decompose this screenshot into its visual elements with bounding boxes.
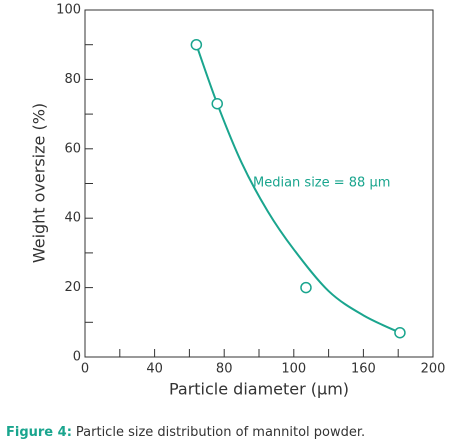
y-tick-label: 0 xyxy=(73,350,81,365)
x-tick-label: 80 xyxy=(216,362,233,377)
y-tick-label: 80 xyxy=(64,72,81,87)
x-tick-label: 0 xyxy=(81,362,89,377)
x-tick-label: 160 xyxy=(351,362,376,377)
caption-label: Figure 4: xyxy=(6,425,72,440)
y-tick-label: 100 xyxy=(56,3,81,18)
data-point xyxy=(300,281,312,294)
x-tick-label: 200 xyxy=(421,362,446,377)
caption: Figure 4: Particle size distribution of m… xyxy=(6,425,365,440)
y-axis-label: Weight oversize (%) xyxy=(30,103,49,263)
data-point xyxy=(394,326,406,339)
x-axis-label: Particle diameter (µm) xyxy=(169,380,349,399)
caption-text: Particle size distribution of mannitol p… xyxy=(76,425,365,440)
y-tick-label: 40 xyxy=(64,211,81,226)
data-point xyxy=(190,38,203,51)
data-point xyxy=(211,97,223,110)
x-tick-label: 100 xyxy=(281,362,306,377)
annotation: Median size = 88 µm xyxy=(253,176,390,191)
y-tick-label: 60 xyxy=(64,141,81,156)
y-tick-label: 20 xyxy=(64,280,81,295)
x-tick-label: 40 xyxy=(146,362,163,377)
